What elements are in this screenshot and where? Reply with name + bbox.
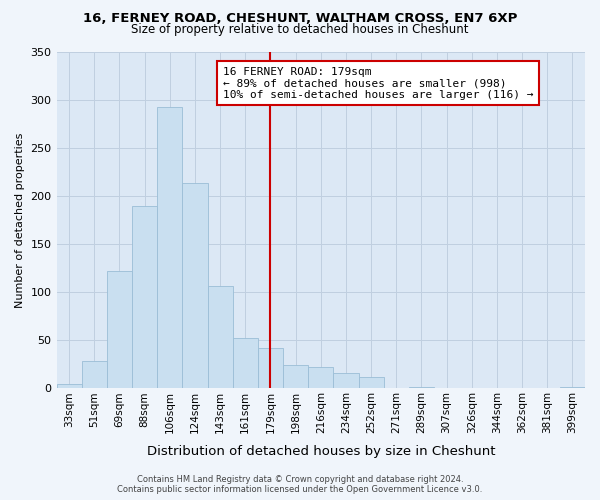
Bar: [560, 386, 585, 388]
Bar: [409, 386, 434, 388]
Text: 16 FERNEY ROAD: 179sqm
← 89% of detached houses are smaller (998)
10% of semi-de: 16 FERNEY ROAD: 179sqm ← 89% of detached…: [223, 66, 533, 100]
Bar: [82, 360, 107, 388]
Y-axis label: Number of detached properties: Number of detached properties: [15, 132, 25, 308]
Bar: [308, 368, 334, 388]
Bar: [359, 377, 383, 388]
Text: Contains HM Land Registry data © Crown copyright and database right 2024.
Contai: Contains HM Land Registry data © Crown c…: [118, 474, 482, 494]
Bar: [283, 366, 308, 388]
Bar: [107, 271, 132, 388]
Bar: [182, 184, 208, 388]
Text: Size of property relative to detached houses in Cheshunt: Size of property relative to detached ho…: [131, 22, 469, 36]
Bar: [157, 108, 182, 388]
Bar: [208, 286, 233, 388]
Bar: [258, 348, 283, 389]
Text: 16, FERNEY ROAD, CHESHUNT, WALTHAM CROSS, EN7 6XP: 16, FERNEY ROAD, CHESHUNT, WALTHAM CROSS…: [83, 12, 517, 26]
Bar: [132, 206, 157, 388]
Bar: [233, 338, 258, 388]
Bar: [56, 384, 82, 388]
X-axis label: Distribution of detached houses by size in Cheshunt: Distribution of detached houses by size …: [146, 444, 495, 458]
Bar: [334, 373, 359, 388]
